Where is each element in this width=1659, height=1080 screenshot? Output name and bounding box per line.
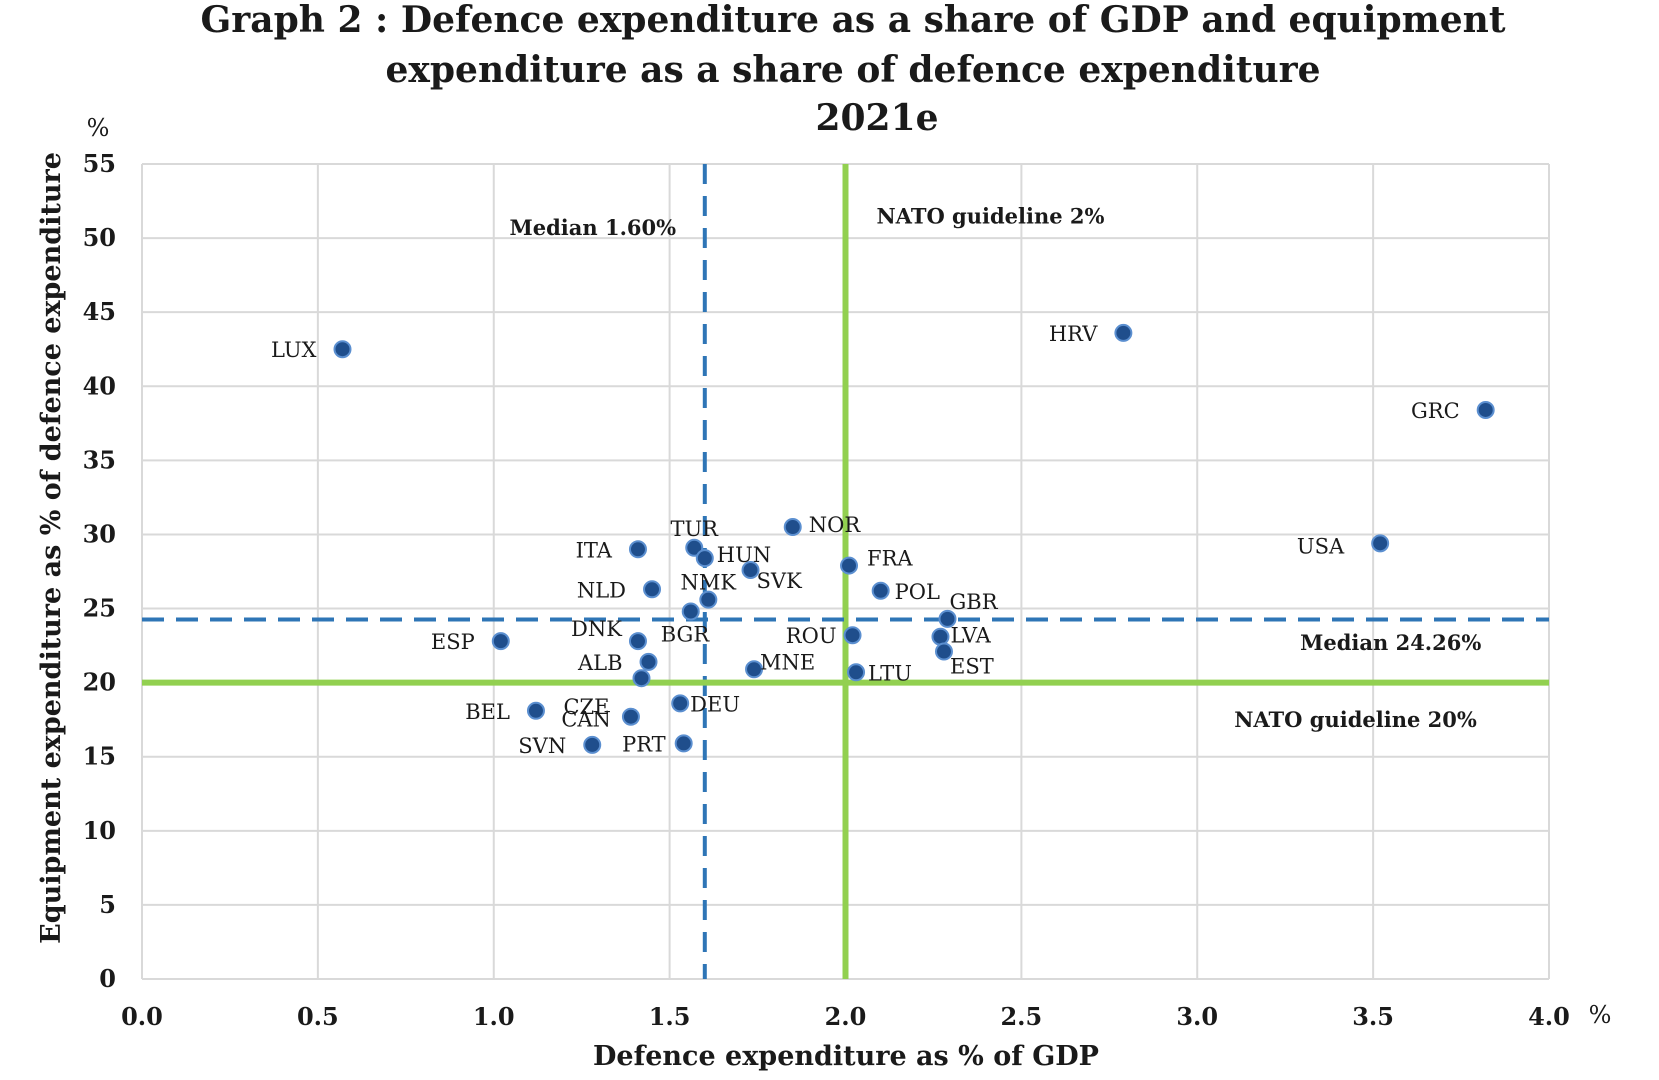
data-point-prt [674, 734, 693, 753]
data-point-nmk [699, 590, 718, 609]
x-tick-label: 3.5 [1352, 1002, 1394, 1031]
data-point-alb [639, 652, 658, 671]
data-point-usa [1371, 534, 1390, 553]
data-point-bel [526, 701, 545, 720]
point-label-nld: NLD [577, 578, 626, 602]
point-label-rou: ROU [786, 624, 837, 648]
data-point-grc [1476, 400, 1495, 419]
point-label-alb: ALB [577, 651, 623, 675]
point-label-tur: TUR [670, 517, 719, 541]
point-label-cze: CZE [563, 695, 609, 719]
point-label-hrv: HRV [1049, 322, 1098, 346]
data-point-nor [783, 518, 802, 537]
axes: 0.0 0.5 1.0 1.5 2.0 2.5 3.0 3.5 4.0 0 5 10 15 20 25 30 3… [83, 149, 1570, 1031]
x-axis-unit: % [1589, 1001, 1612, 1029]
y-tick-label: 55 [83, 149, 116, 178]
x-tick-label: 1.0 [473, 1002, 515, 1031]
point-label-gbr: GBR [950, 590, 999, 614]
y-tick-label: 45 [83, 297, 116, 326]
data-point-can [621, 707, 640, 726]
data-point-svn [583, 735, 602, 754]
point-label-est: EST [950, 655, 994, 679]
data-point-fra [840, 556, 859, 575]
chart-title-line-2: expenditure as a share of defence expend… [386, 49, 1321, 91]
data-point-lux [333, 340, 352, 359]
data-point-esp [491, 632, 510, 651]
data-point-hun [695, 549, 714, 568]
point-label-dnk: DNK [571, 617, 622, 641]
y-tick-label: 35 [83, 445, 116, 474]
y-tick-label: 20 [83, 668, 116, 697]
data-point-svk [741, 561, 760, 580]
chart-title: Graph 2 : Defence expenditure as a share… [201, 0, 1506, 139]
data-point-rou [843, 626, 862, 645]
y-tick-label: 15 [83, 742, 116, 771]
point-label-svn: SVN [518, 734, 566, 758]
point-label-deu: DEU [690, 692, 740, 716]
y-tick-label: 40 [83, 371, 116, 400]
point-label-nor: NOR [809, 513, 862, 537]
point-label-bgr: BGR [661, 623, 711, 647]
y-tick-label: 30 [83, 519, 116, 548]
data-point-nld [643, 580, 662, 599]
point-label-bel: BEL [465, 700, 510, 724]
x-tick-label: 0.0 [121, 1002, 163, 1031]
y-tick-label: 10 [83, 816, 116, 845]
x-tick-label: 3.0 [1176, 1002, 1218, 1031]
point-label-nmk: NMK [681, 571, 737, 595]
data-point-est [934, 642, 953, 661]
reference-line-label: NATO guideline 20% [1234, 707, 1477, 732]
data-point-bgr [681, 602, 700, 621]
point-label-ita: ITA [576, 538, 613, 562]
reference-lines: Median 1.60% NATO guideline 2% Median 24.2… [142, 164, 1549, 979]
x-tick-label: 0.5 [297, 1002, 339, 1031]
data-point-cze [632, 669, 651, 688]
point-label-esp: ESP [431, 630, 475, 654]
point-label-ltu: LTU [868, 661, 912, 685]
data-point-lva [931, 627, 950, 646]
point-label-fra: FRA [867, 547, 913, 571]
data-point-dnk [628, 632, 647, 651]
point-label-hun: HUN [717, 543, 771, 567]
x-tick-label: 4.0 [1528, 1002, 1570, 1031]
y-tick-label: 25 [83, 594, 116, 623]
reference-line-label: Median 1.60% [510, 215, 677, 240]
x-tick-label: 1.5 [649, 1002, 691, 1031]
data-point-deu [671, 694, 690, 713]
data-point-hrv [1114, 323, 1133, 342]
point-label-can: CAN [561, 708, 611, 732]
x-tick-label: 2.5 [1000, 1002, 1042, 1031]
data-point-gbr [938, 609, 957, 628]
y-axis-unit: % [87, 114, 110, 142]
reference-line-label: NATO guideline 2% [876, 203, 1104, 228]
data-point-ita [628, 540, 647, 559]
chart-title-line-1: Graph 2 : Defence expenditure as a share… [201, 0, 1506, 41]
point-label-grc: GRC [1411, 399, 1460, 423]
y-tick-label: 0 [99, 964, 116, 993]
x-axis-title: Defence expenditure as % of GDP [593, 1041, 1099, 1072]
reference-line-label: Median 24.26% [1300, 630, 1481, 655]
point-label-svk: SVK [757, 569, 803, 593]
y-tick-label: 5 [99, 890, 116, 919]
point-label-mne: MNE [760, 650, 815, 674]
data-point-mne [745, 660, 764, 679]
data-point-ltu [847, 663, 866, 682]
chart-title-line-3: 2021e [815, 97, 938, 139]
x-tick-label: 2.0 [825, 1002, 867, 1031]
y-tick-label: 50 [83, 223, 116, 252]
point-label-usa: USA [1297, 534, 1345, 558]
y-axis-title: Equipment expenditure as % of defence ex… [36, 152, 67, 944]
data-point-tur [685, 538, 704, 557]
point-label-lux: LUX [271, 338, 316, 362]
data-point-pol [871, 581, 890, 600]
point-label-prt: PRT [622, 732, 666, 756]
point-label-lva: LVA [950, 624, 991, 648]
point-label-pol: POL [895, 580, 940, 604]
